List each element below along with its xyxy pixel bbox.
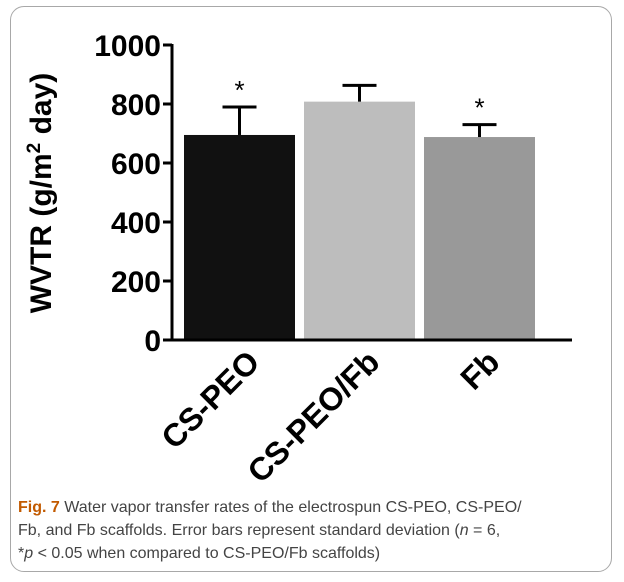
caption-line2-end: = 6, xyxy=(468,522,501,539)
y-tick-label-2: 200 xyxy=(111,266,161,299)
significance-marker-1: * xyxy=(234,75,244,105)
y-axis-title-end: day) xyxy=(25,73,58,143)
y-axis-title: WVTR (g/m2 day) xyxy=(24,73,58,314)
caption-star: * xyxy=(18,545,25,562)
caption-p: p xyxy=(24,545,34,562)
significance-marker-3: * xyxy=(474,93,484,123)
y-axis-title-main: WVTR (g/m xyxy=(25,153,58,313)
figure-caption: Fig. 7 Water vapor transfer rates of the… xyxy=(18,496,608,565)
caption-n: n xyxy=(459,522,469,539)
caption-line2: Fb, and Fb scaffolds. Error bars represe… xyxy=(18,522,460,539)
caption-line1: Water vapor transfer rates of the electr… xyxy=(59,499,522,516)
y-tick-label-5: 800 xyxy=(111,89,161,122)
caption-line3: < 0.05 when compared to CS-PEO/Fb scaffo… xyxy=(33,545,381,562)
x-tick-label-1: CS-PEO xyxy=(154,343,266,455)
bar-1 xyxy=(184,134,295,340)
y-axis-title-superscript: 2 xyxy=(24,143,45,154)
y-tick-label-4: 600 xyxy=(111,148,161,181)
bar-3 xyxy=(424,137,535,340)
x-tick-label-3: Fb xyxy=(453,343,506,396)
bar-chart: *CS-PEOCS-PEO/Fb*Fb02004006008001000WVTR… xyxy=(24,30,572,490)
y-tick-label-1: 0 xyxy=(144,325,161,358)
figure-label: Fig. 7 xyxy=(18,499,60,516)
y-tick-label-3: 400 xyxy=(111,207,161,240)
bar-2 xyxy=(304,101,415,340)
y-tick-label-6: 1000 xyxy=(94,30,161,63)
